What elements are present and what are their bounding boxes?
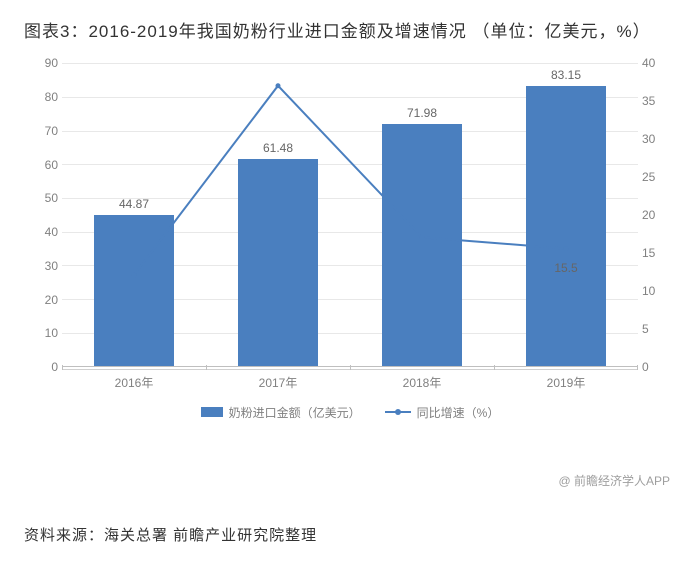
y-left-tick: 30 [28,259,58,273]
x-axis: 2016年2017年2018年2019年 [62,369,638,389]
y-left-tick: 50 [28,191,58,205]
y-right-tick: 40 [642,56,672,70]
line-point-label: 15.5 [554,261,577,275]
y-right-tick: 5 [642,322,672,336]
y-left-tick: 60 [28,158,58,172]
legend-bar-swatch [201,407,223,417]
y-left-tick: 80 [28,90,58,104]
y-left-tick: 0 [28,360,58,374]
y-left-tick: 40 [28,225,58,239]
line-series [62,63,638,366]
legend-item-line: 同比增速（%） [385,404,500,421]
x-tick: 2017年 [206,369,350,389]
legend-bar-label: 奶粉进口金额（亿美元） [229,404,361,421]
x-tick: 2019年 [494,369,638,389]
y-right-tick: 15 [642,246,672,260]
legend-line-swatch [385,411,411,413]
y-left-tick: 20 [28,293,58,307]
source-text: 资料来源：海关总署 前瞻产业研究院整理 [24,524,317,545]
plot-area: 44.8761.4871.9883.15 15.5 [62,63,638,367]
y-right-tick: 25 [642,170,672,184]
y-left-tick: 10 [28,326,58,340]
y-axis-left: 0102030405060708090 [28,63,58,367]
x-tick: 2018年 [350,369,494,389]
legend-item-bar: 奶粉进口金额（亿美元） [201,404,361,421]
y-right-tick: 35 [642,94,672,108]
chart-title: 图表3：2016-2019年我国奶粉行业进口金额及增速情况 （单位：亿美元，%） [24,18,676,45]
chart-container: 0102030405060708090 0510152025303540 44.… [28,63,672,423]
watermark: @ 前瞻经济学人APP [558,472,670,489]
y-right-tick: 0 [642,360,672,374]
y-right-tick: 20 [642,208,672,222]
y-right-tick: 10 [642,284,672,298]
y-right-tick: 30 [642,132,672,146]
y-left-tick: 70 [28,124,58,138]
x-tick: 2016年 [62,369,206,389]
y-axis-right: 0510152025303540 [642,63,672,367]
y-left-tick: 90 [28,56,58,70]
legend: 奶粉进口金额（亿美元） 同比增速（%） [62,401,638,423]
legend-line-label: 同比增速（%） [417,404,500,421]
